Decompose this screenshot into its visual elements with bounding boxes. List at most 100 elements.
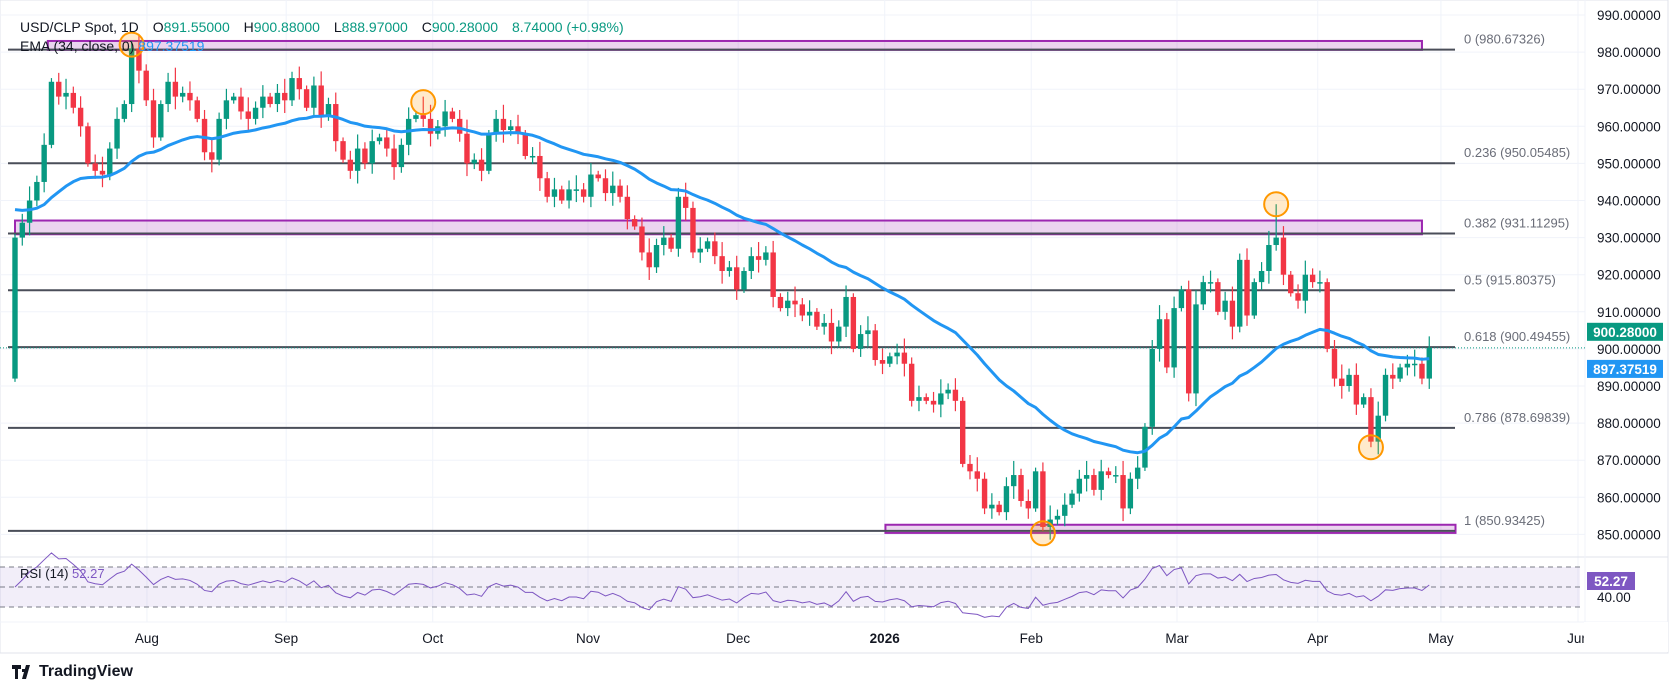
candle-body (231, 96, 237, 101)
candle-body (252, 107, 259, 119)
candle-body (238, 96, 244, 112)
highlight-circle-marker (410, 89, 437, 116)
candle-body (1411, 363, 1418, 366)
candle-body (1324, 282, 1330, 349)
candle (777, 293, 784, 312)
candle-body (1309, 274, 1316, 283)
current-price-badge-bg (1587, 322, 1663, 341)
tradingview-logo-icon (12, 665, 30, 679)
candle (551, 177, 558, 208)
tradingview-logo[interactable]: TradingView (12, 663, 133, 681)
candle-body (814, 311, 820, 327)
candle (1237, 253, 1243, 333)
candle (1171, 296, 1177, 378)
candle (1215, 278, 1221, 316)
candle-body (1054, 515, 1061, 520)
candle (150, 88, 157, 148)
candle-body (1040, 471, 1046, 527)
candle-body (354, 148, 361, 171)
current-price-badge: 900.28000 (1593, 325, 1657, 340)
candle-body (427, 118, 434, 134)
candle (282, 78, 288, 114)
candle (1302, 260, 1309, 314)
candle (1309, 268, 1316, 288)
candle-body (755, 256, 762, 260)
candle (56, 72, 62, 105)
candle (981, 472, 988, 515)
candle-body (1266, 245, 1272, 271)
fib-level-label: 0.236 (950.05485) (1464, 145, 1570, 160)
rsi-legend[interactable]: RSI (14) 52.27 (20, 566, 105, 581)
candle (1025, 489, 1032, 519)
candle-body (1032, 471, 1039, 509)
candle-body (675, 196, 682, 249)
close-value: 900.28000 (431, 19, 499, 35)
candle (1149, 339, 1155, 435)
candle-body (1127, 478, 1134, 509)
candle (333, 92, 339, 152)
candle (1295, 284, 1301, 309)
candle-body (1134, 467, 1141, 479)
candle (668, 233, 674, 253)
ema-legend[interactable]: EMA (34, close, 0) 897.37519 (20, 38, 204, 54)
rsi-line (14, 552, 1430, 618)
candle-body (916, 397, 922, 401)
high-label: H (243, 19, 254, 35)
candle-body (1003, 486, 1010, 513)
price-axis-tick: 910.00000 (1597, 305, 1661, 320)
candle-body (1346, 374, 1352, 386)
candle (610, 171, 616, 206)
candle (529, 147, 536, 164)
candle-body (1011, 475, 1017, 487)
candle-body (668, 237, 674, 249)
symbol-title[interactable]: USD/CLP Spot, 1D (20, 19, 139, 35)
logo-text: TradingView (39, 663, 133, 680)
candle (1222, 291, 1228, 320)
candle-body (464, 133, 470, 164)
candle-body (56, 81, 62, 97)
candle (201, 109, 208, 161)
time-axis-tick: Aug (135, 631, 159, 646)
candle (712, 232, 718, 265)
close-label: C (421, 19, 432, 35)
candle-body (340, 141, 346, 160)
candle (1069, 489, 1075, 509)
candle (799, 298, 806, 322)
candle-body (1288, 274, 1294, 294)
candle-body (529, 155, 536, 158)
price-axis-tick: 930.00000 (1597, 231, 1661, 246)
candle (974, 457, 980, 492)
candle (675, 187, 682, 257)
candle-body (136, 48, 142, 71)
candle-body (318, 85, 324, 116)
candle-body (1171, 308, 1177, 368)
candle (41, 133, 47, 193)
candle-body (92, 163, 98, 171)
candle-body (1156, 319, 1163, 349)
time-axis-tick: Dec (726, 631, 750, 646)
candle (231, 92, 237, 104)
candle-body (1317, 282, 1323, 284)
candle-body (974, 471, 980, 479)
candle-body (908, 363, 915, 401)
candle (967, 455, 973, 480)
candle-body (1178, 289, 1185, 309)
candle (952, 378, 959, 412)
candle-body (1076, 478, 1083, 494)
candle (836, 320, 842, 348)
time-axis-tick: Oct (422, 631, 443, 646)
high-value: 900.88000 (253, 19, 320, 35)
candle (1397, 363, 1403, 382)
candle-body (741, 270, 747, 290)
candle (354, 134, 361, 184)
candle-body (99, 170, 106, 175)
candle-body (522, 133, 528, 156)
candle-body (216, 118, 222, 160)
candle-body (48, 81, 55, 145)
candle (1244, 248, 1250, 326)
candle-body (1295, 293, 1301, 301)
price-axis-tick: 990.00000 (1597, 8, 1661, 23)
candle (1142, 423, 1148, 471)
candle-body (376, 137, 383, 142)
